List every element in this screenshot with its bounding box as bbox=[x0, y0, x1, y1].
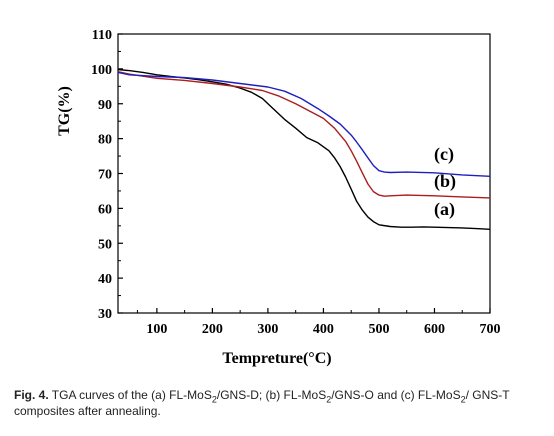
y-tick-label: 100 bbox=[91, 63, 112, 78]
series-label-a: (a) bbox=[434, 199, 455, 220]
x-axis: 100 200 300 400 500 600 700 bbox=[136, 308, 501, 337]
y-axis-title: TG(%) bbox=[56, 86, 73, 136]
y-tick-label: 40 bbox=[98, 272, 112, 287]
x-tick-label: 400 bbox=[313, 322, 334, 337]
y-tick-label: 30 bbox=[98, 307, 112, 322]
x-tick-label: 300 bbox=[257, 322, 278, 337]
y-tick-label: 90 bbox=[98, 98, 112, 113]
x-tick-label: 500 bbox=[368, 322, 389, 337]
figure-number: Fig. 4. bbox=[14, 388, 49, 402]
y-tick-label: 70 bbox=[98, 168, 112, 183]
x-tick-label: 700 bbox=[480, 322, 501, 337]
caption-subscript-2: 2 bbox=[326, 394, 332, 405]
x-axis-title: Tempreture(°C) bbox=[222, 350, 331, 367]
series-line-c bbox=[117, 71, 491, 177]
y-tick-label: 110 bbox=[92, 28, 112, 43]
y-tick-label: 80 bbox=[98, 133, 112, 148]
curves bbox=[117, 68, 491, 230]
caption-subscript-3: 2 bbox=[460, 394, 466, 405]
y-axis: 30 40 50 60 70 80 90 100 110 bbox=[91, 28, 123, 322]
x-tick-label: 100 bbox=[146, 322, 167, 337]
series-label-b: (b) bbox=[434, 171, 456, 192]
plot-area: 100 200 300 400 500 600 700 304050607080901001… bbox=[91, 28, 501, 337]
caption-subscript-1: 2 bbox=[211, 394, 217, 405]
caption-text-1: TGA curves of the (a) FL-MoS bbox=[48, 388, 212, 402]
y-tick-label: 60 bbox=[98, 202, 112, 217]
caption-text-2: /GNS-D; (b) FL-MoS bbox=[216, 388, 327, 402]
x-tick-label: 200 bbox=[202, 322, 223, 337]
y-tick-label: 50 bbox=[98, 237, 112, 252]
x-tick-label: 600 bbox=[424, 322, 445, 337]
figure-caption: Fig. 4. TGA curves of the (a) FL-MoS2/GN… bbox=[14, 387, 544, 419]
series-label-c: (c) bbox=[434, 144, 454, 165]
caption-text-4: / GNS-T composites after annealing. bbox=[14, 388, 510, 418]
caption-text-3: /GNS-O and (c) FL-MoS bbox=[331, 388, 461, 402]
series-line-b bbox=[117, 71, 491, 199]
series-line-a bbox=[117, 68, 491, 230]
